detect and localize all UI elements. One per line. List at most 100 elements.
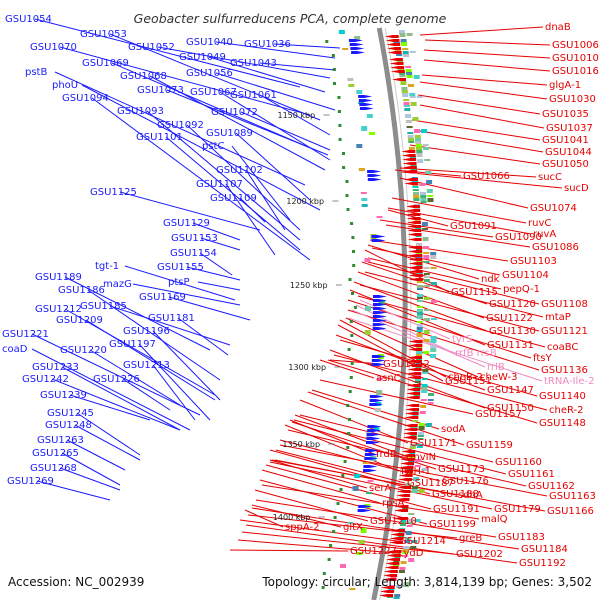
- cog-track-block: [426, 189, 433, 193]
- forward-gene-arrow: [366, 433, 381, 436]
- cog-track-block: [424, 309, 430, 311]
- reverse-gene-arrow: [379, 590, 394, 593]
- forward-label-connector: [31, 333, 201, 416]
- reverse-gene-label: GSU1035: [542, 109, 589, 120]
- cog-track-block: [422, 144, 429, 146]
- reverse-label-connector: [255, 499, 497, 538]
- topology-text: Topology: circular; Length: 3,814,139 bp…: [261, 575, 592, 589]
- cog-track-block: [393, 597, 400, 599]
- cog-track-block: [420, 195, 427, 198]
- gc-marker: [347, 348, 351, 351]
- cog-track-block: [405, 483, 412, 487]
- forward-gene-label: GSU1185: [80, 301, 127, 312]
- forward-label-connector: [245, 169, 286, 231]
- forward-label-connector: [119, 191, 261, 231]
- reverse-gene-label: GSU1104: [502, 270, 549, 281]
- reverse-gene-arrow: [408, 250, 423, 253]
- cog-track-block: [401, 42, 408, 46]
- reverse-gene-label: GSU1130: [489, 326, 536, 337]
- forward-label-connector: [157, 46, 331, 79]
- reverse-label-connector: [359, 284, 540, 332]
- reverse-gene-label: GSU1074: [530, 203, 577, 214]
- gc-marker: [349, 376, 353, 379]
- cog-track-block: [407, 522, 414, 524]
- cog-track-block: [376, 378, 383, 380]
- cog-track-block: [408, 456, 415, 459]
- cog-track-block: [418, 426, 425, 430]
- reverse-label-connector: [299, 399, 409, 444]
- reverse-label-connector: [229, 549, 349, 552]
- cog-track-block: [406, 525, 413, 527]
- gc-marker: [343, 460, 347, 463]
- forward-label-connector: [132, 283, 241, 306]
- cog-track-block: [417, 438, 424, 440]
- cog-track-block: [423, 279, 430, 282]
- forward-gene-label: GSU1109: [210, 193, 257, 204]
- forward-gene-arrow: [371, 363, 386, 366]
- reverse-gene-label: GSU1086: [532, 242, 579, 253]
- reverse-gene-arrow: [408, 274, 423, 277]
- rna-gene-label: tRNA-Ile-2: [544, 376, 594, 387]
- reverse-gene-label: GSU1037: [546, 123, 593, 134]
- reverse-label-connector: [424, 39, 551, 46]
- reverse-gene-label: GSU1152: [383, 359, 430, 370]
- cog-track-block: [430, 345, 437, 348]
- forward-label-connector: [215, 41, 336, 59]
- rna-gene-label: rrfB rrsB: [455, 348, 497, 359]
- forward-gene-arrow: [373, 307, 387, 310]
- reverse-gene-label: GSU1044: [545, 147, 592, 158]
- reverse-gene-label: GSU1171: [410, 438, 457, 449]
- reverse-gene-label: asnC: [376, 373, 401, 384]
- forward-label-connector: [138, 343, 211, 421]
- forward-gene-label: GSU1102: [216, 165, 263, 176]
- forward-gene-label: GSU1092: [157, 120, 204, 131]
- cog-track-block: [347, 78, 354, 81]
- forward-gene-label: GSU1245: [47, 408, 94, 419]
- forward-gene-label: GSU1072: [211, 107, 258, 118]
- reverse-label-connector: [385, 224, 531, 248]
- reverse-gene-arrow: [389, 62, 404, 65]
- scale-label: 1200 kbp: [286, 197, 324, 206]
- gc-marker: [349, 320, 353, 323]
- reverse-gene-label: rpsA: [382, 498, 405, 509]
- cog-track-block: [424, 297, 430, 300]
- cog-track-block: [402, 552, 409, 554]
- cog-track-block: [399, 75, 406, 77]
- cog-track-block: [376, 216, 383, 218]
- cog-track-block: [402, 51, 409, 55]
- forward-label-connector: [66, 439, 126, 471]
- cog-track-block: [412, 189, 419, 191]
- cog-track-block: [398, 30, 405, 34]
- cog-track-block: [410, 102, 417, 106]
- reverse-gene-label: GSU1016: [552, 66, 599, 77]
- forward-gene-label: GSU1155: [157, 262, 204, 273]
- forward-gene-label: GSU1209: [56, 315, 103, 326]
- reverse-label-connector: [387, 207, 532, 235]
- gc-marker: [342, 152, 345, 155]
- cog-track-block: [424, 159, 431, 161]
- forward-gene-label: GSU1242: [22, 374, 69, 385]
- forward-gene-arrow: [372, 327, 387, 330]
- cog-track-block: [373, 426, 380, 431]
- reverse-label-connector: [319, 359, 375, 379]
- gc-marker: [352, 264, 356, 267]
- forward-gene-label: GSU1268: [30, 463, 77, 474]
- forward-label-connector: [149, 75, 326, 171]
- reverse-gene-label: ftsY: [533, 353, 552, 364]
- forward-gene-arrow: [373, 303, 387, 306]
- reverse-gene-label: coaBC: [547, 342, 578, 353]
- cog-track-block: [417, 300, 423, 302]
- forward-label-connector: [208, 56, 326, 93]
- cog-track-block: [400, 522, 406, 526]
- reverse-label-connector: [244, 509, 284, 528]
- cog-track-block: [379, 300, 385, 304]
- cog-track-block: [400, 519, 407, 522]
- cog-track-block: [399, 567, 406, 570]
- forward-gene-arrow: [367, 170, 382, 173]
- reverse-label-connector: [339, 339, 538, 397]
- cog-track-block: [408, 513, 415, 515]
- cog-track-block: [420, 192, 426, 195]
- gc-marker: [337, 110, 341, 113]
- cog-track-block: [361, 204, 368, 207]
- reverse-gene-arrow: [408, 348, 423, 351]
